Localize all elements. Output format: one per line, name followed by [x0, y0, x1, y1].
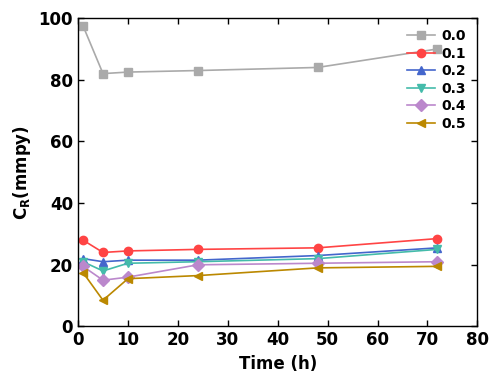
0.4: [100, 278, 106, 283]
0.3: [100, 269, 106, 273]
Line: 0.5: 0.5: [79, 262, 442, 305]
0.2: [314, 253, 320, 258]
0.5: [434, 264, 440, 269]
0.0: [314, 65, 320, 70]
0.3: [314, 257, 320, 261]
0.1: [100, 250, 106, 255]
0.2: [80, 257, 86, 261]
0.5: [314, 266, 320, 270]
0.5: [125, 276, 131, 281]
0.4: [125, 275, 131, 280]
0.0: [434, 46, 440, 51]
Line: 0.4: 0.4: [79, 258, 442, 285]
0.4: [195, 263, 201, 267]
0.4: [80, 264, 86, 269]
0.5: [195, 273, 201, 278]
0.3: [434, 247, 440, 252]
0.1: [125, 248, 131, 253]
0.2: [195, 258, 201, 263]
0.4: [314, 261, 320, 266]
Line: 0.2: 0.2: [79, 244, 442, 266]
0.2: [125, 258, 131, 263]
0.1: [195, 247, 201, 252]
0.0: [125, 70, 131, 74]
0.0: [195, 68, 201, 73]
0.1: [314, 245, 320, 250]
0.2: [434, 245, 440, 250]
Legend: 0.0, 0.1, 0.2, 0.3, 0.4, 0.5: 0.0, 0.1, 0.2, 0.3, 0.4, 0.5: [403, 25, 470, 135]
0.3: [195, 260, 201, 264]
Line: 0.1: 0.1: [79, 234, 442, 257]
X-axis label: Time (h): Time (h): [238, 355, 317, 373]
Y-axis label: $\mathbf{C_R}$(mmpy): $\mathbf{C_R}$(mmpy): [11, 125, 33, 220]
0.3: [80, 260, 86, 264]
0.5: [80, 270, 86, 275]
0.4: [434, 260, 440, 264]
0.0: [80, 23, 86, 28]
0.5: [100, 298, 106, 303]
0.2: [100, 260, 106, 264]
Line: 0.3: 0.3: [79, 245, 442, 275]
0.0: [100, 71, 106, 76]
0.1: [80, 238, 86, 242]
Line: 0.0: 0.0: [79, 22, 442, 78]
0.1: [434, 236, 440, 241]
0.3: [125, 261, 131, 266]
